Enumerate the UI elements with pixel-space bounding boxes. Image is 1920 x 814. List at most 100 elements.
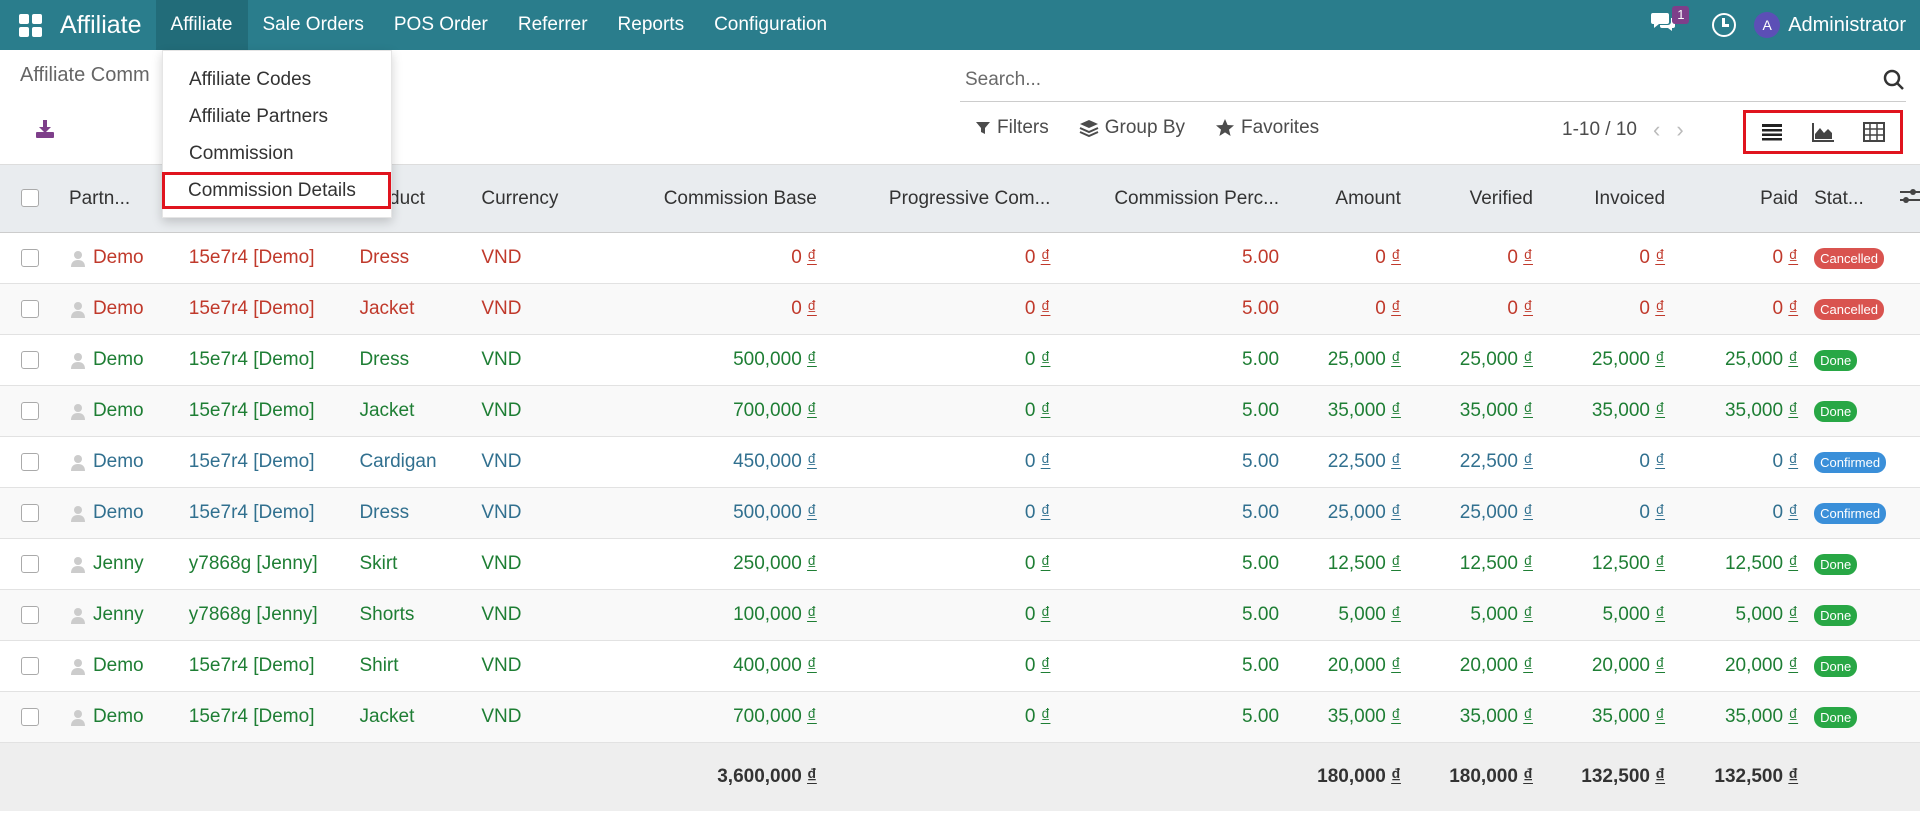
pager-previous-icon[interactable]: ‹ — [1653, 117, 1661, 142]
currency-symbol: ₫ — [1391, 451, 1401, 472]
cell-progressive-commission: 0 — [1024, 553, 1036, 574]
row-checkbox[interactable] — [21, 350, 40, 369]
cell-paid: 0 — [1772, 502, 1784, 523]
cell-invoiced: 5,000 — [1602, 604, 1650, 625]
search-input[interactable] — [960, 68, 1840, 91]
pager-next-icon[interactable]: › — [1676, 117, 1684, 142]
cell-commission-base: 700,000 — [733, 706, 802, 727]
cell-progressive-commission: 0 — [1024, 604, 1036, 625]
header-progressive-commission[interactable]: Progressive Com... — [888, 187, 1051, 209]
status-badge: Done — [1814, 707, 1858, 728]
cell-invoiced: 0 — [1639, 298, 1650, 319]
menu-item-affiliate-codes[interactable]: Affiliate Codes — [189, 69, 312, 90]
table-row[interactable]: Demo 15e7r4 [Demo] Jacket VND 0 ₫ 0 ₫ 5.00 0 ₫ 0… — [0, 283, 1920, 335]
cell-invoiced: 35,000 — [1591, 400, 1650, 421]
table-row[interactable]: Demo 15e7r4 [Demo] Cardigan VND 450,000 ₫ 0 ₫… — [0, 437, 1920, 488]
currency-symbol: ₫ — [1040, 451, 1051, 472]
cell-verified: 0 — [1507, 247, 1518, 268]
row-checkbox[interactable] — [21, 401, 40, 420]
pivot-view-icon[interactable] — [1862, 120, 1886, 144]
search-icon[interactable] — [1882, 68, 1906, 92]
table-row[interactable]: Jenny y7868g [Jenny] Shorts VND 100,000 ₫ 0 ₫… — [0, 589, 1920, 641]
cell-code: 15e7r4 [Demo] — [188, 502, 315, 523]
filters-label: Filters — [997, 117, 1049, 138]
avatar[interactable]: A — [1754, 12, 1781, 38]
cell-commission-percent: 5.00 — [1242, 502, 1280, 523]
cell-code: 15e7r4 [Demo] — [188, 298, 315, 319]
header-verified[interactable]: Verified — [1469, 187, 1533, 209]
filters-button[interactable]: Filters — [975, 117, 1049, 139]
currency-symbol: ₫ — [1391, 400, 1401, 421]
cell-commission-base: 400,000 — [733, 655, 802, 676]
row-checkbox[interactable] — [21, 554, 40, 573]
pager-value[interactable]: 1-10 / 10 — [1562, 119, 1637, 140]
cell-progressive-commission: 0 — [1024, 400, 1036, 421]
currency-symbol: ₫ — [1788, 765, 1799, 787]
menu-configuration[interactable]: Configuration — [714, 14, 828, 35]
header-currency[interactable]: Currency — [481, 187, 559, 209]
group-by-button[interactable]: Group By — [1079, 117, 1185, 139]
list-view-icon[interactable] — [1760, 120, 1784, 144]
cell-commission-base: 0 — [791, 247, 802, 268]
menu-pos-order[interactable]: POS Order — [393, 14, 488, 35]
row-checkbox[interactable] — [21, 248, 40, 267]
menu-item-affiliate-partners[interactable]: Affiliate Partners — [189, 106, 329, 127]
table-row[interactable]: Jenny y7868g [Jenny] Skirt VND 250,000 ₫ 0 ₫ 5… — [0, 539, 1920, 590]
row-checkbox[interactable] — [21, 605, 40, 624]
cell-commission-percent: 5.00 — [1242, 400, 1280, 421]
graph-view-icon[interactable] — [1811, 120, 1835, 144]
cell-paid: 5,000 — [1735, 604, 1784, 625]
header-commission-base[interactable]: Commission Base — [663, 187, 817, 209]
person-icon — [70, 505, 85, 522]
menu-sale-orders[interactable]: Sale Orders — [262, 14, 364, 35]
select-all-checkbox[interactable] — [21, 189, 40, 208]
table-row[interactable]: Demo 15e7r4 [Demo] Dress VND 500,000 ₫ 0 ₫ 5.0… — [0, 487, 1920, 539]
cell-progressive-commission: 0 — [1024, 247, 1036, 268]
header-invoiced[interactable]: Invoiced — [1594, 187, 1666, 209]
header-status[interactable]: Stat... — [1814, 187, 1864, 209]
menu-affiliate[interactable]: Affiliate — [155, 0, 248, 50]
user-name[interactable]: Administrator — [1788, 13, 1906, 36]
messages-button[interactable]: 1 — [1650, 6, 1690, 40]
menu-reports[interactable]: Reports — [617, 14, 685, 35]
favorites-button[interactable]: Favorites — [1215, 117, 1319, 139]
header-paid[interactable]: Paid — [1760, 187, 1799, 209]
cell-paid: 25,000 — [1724, 349, 1784, 370]
table-row[interactable]: Demo 15e7r4 [Demo] Jacket VND 700,000 ₫ 0 ₫ 5.… — [0, 691, 1920, 743]
table-row[interactable]: Demo 15e7r4 [Demo] Shirt VND 400,000 ₫ 0 ₫ 5.0… — [0, 641, 1920, 692]
cell-partner: Demo — [92, 247, 144, 268]
cell-product: Shirt — [359, 655, 399, 676]
app-brand[interactable]: Affiliate — [60, 11, 142, 39]
currency-symbol: ₫ — [807, 706, 817, 727]
total-amount: 180,000 — [1317, 765, 1386, 787]
breadcrumb: Affiliate Comm — [20, 64, 150, 86]
apps-menu-icon[interactable] — [0, 0, 60, 50]
download-icon[interactable] — [34, 118, 56, 140]
currency-symbol: ₫ — [1523, 400, 1533, 421]
header-commission-percent[interactable]: Commission Perc... — [1114, 187, 1280, 209]
cell-partner: Demo — [92, 298, 144, 319]
row-checkbox[interactable] — [21, 299, 40, 318]
column-settings-icon[interactable] — [1898, 184, 1920, 208]
row-checkbox[interactable] — [21, 656, 40, 675]
cell-amount: 0 — [1375, 298, 1386, 319]
menu-referrer[interactable]: Referrer — [517, 14, 588, 35]
person-icon — [70, 709, 85, 726]
activity-clock-icon[interactable] — [1712, 13, 1737, 37]
currency-symbol: ₫ — [1655, 706, 1666, 727]
row-checkbox[interactable] — [21, 503, 40, 522]
currency-symbol: ₫ — [807, 247, 817, 268]
table-row[interactable]: Demo 15e7r4 [Demo] Jacket VND 700,000 ₫ 0 ₫ 5.… — [0, 385, 1920, 437]
cell-verified: 5,000 — [1470, 604, 1518, 625]
table-row[interactable]: Demo 15e7r4 [Demo] Dress VND 500,000 ₫ 0 ₫ 5.0… — [0, 335, 1920, 386]
currency-symbol: ₫ — [1523, 706, 1533, 727]
cell-commission-percent: 5.00 — [1242, 553, 1280, 574]
menu-item-commission-details[interactable]: Commission Details — [162, 172, 391, 209]
cell-progressive-commission: 0 — [1024, 655, 1036, 676]
row-checkbox[interactable] — [21, 452, 40, 471]
header-amount[interactable]: Amount — [1335, 187, 1401, 209]
cell-product: Jacket — [359, 298, 415, 319]
menu-item-commission[interactable]: Commission — [189, 143, 294, 164]
row-checkbox[interactable] — [21, 707, 40, 726]
table-row[interactable]: Demo 15e7r4 [Demo] Dress VND 0 ₫ 0 ₫ 5.00 0 ₫ 0 … — [0, 233, 1920, 284]
